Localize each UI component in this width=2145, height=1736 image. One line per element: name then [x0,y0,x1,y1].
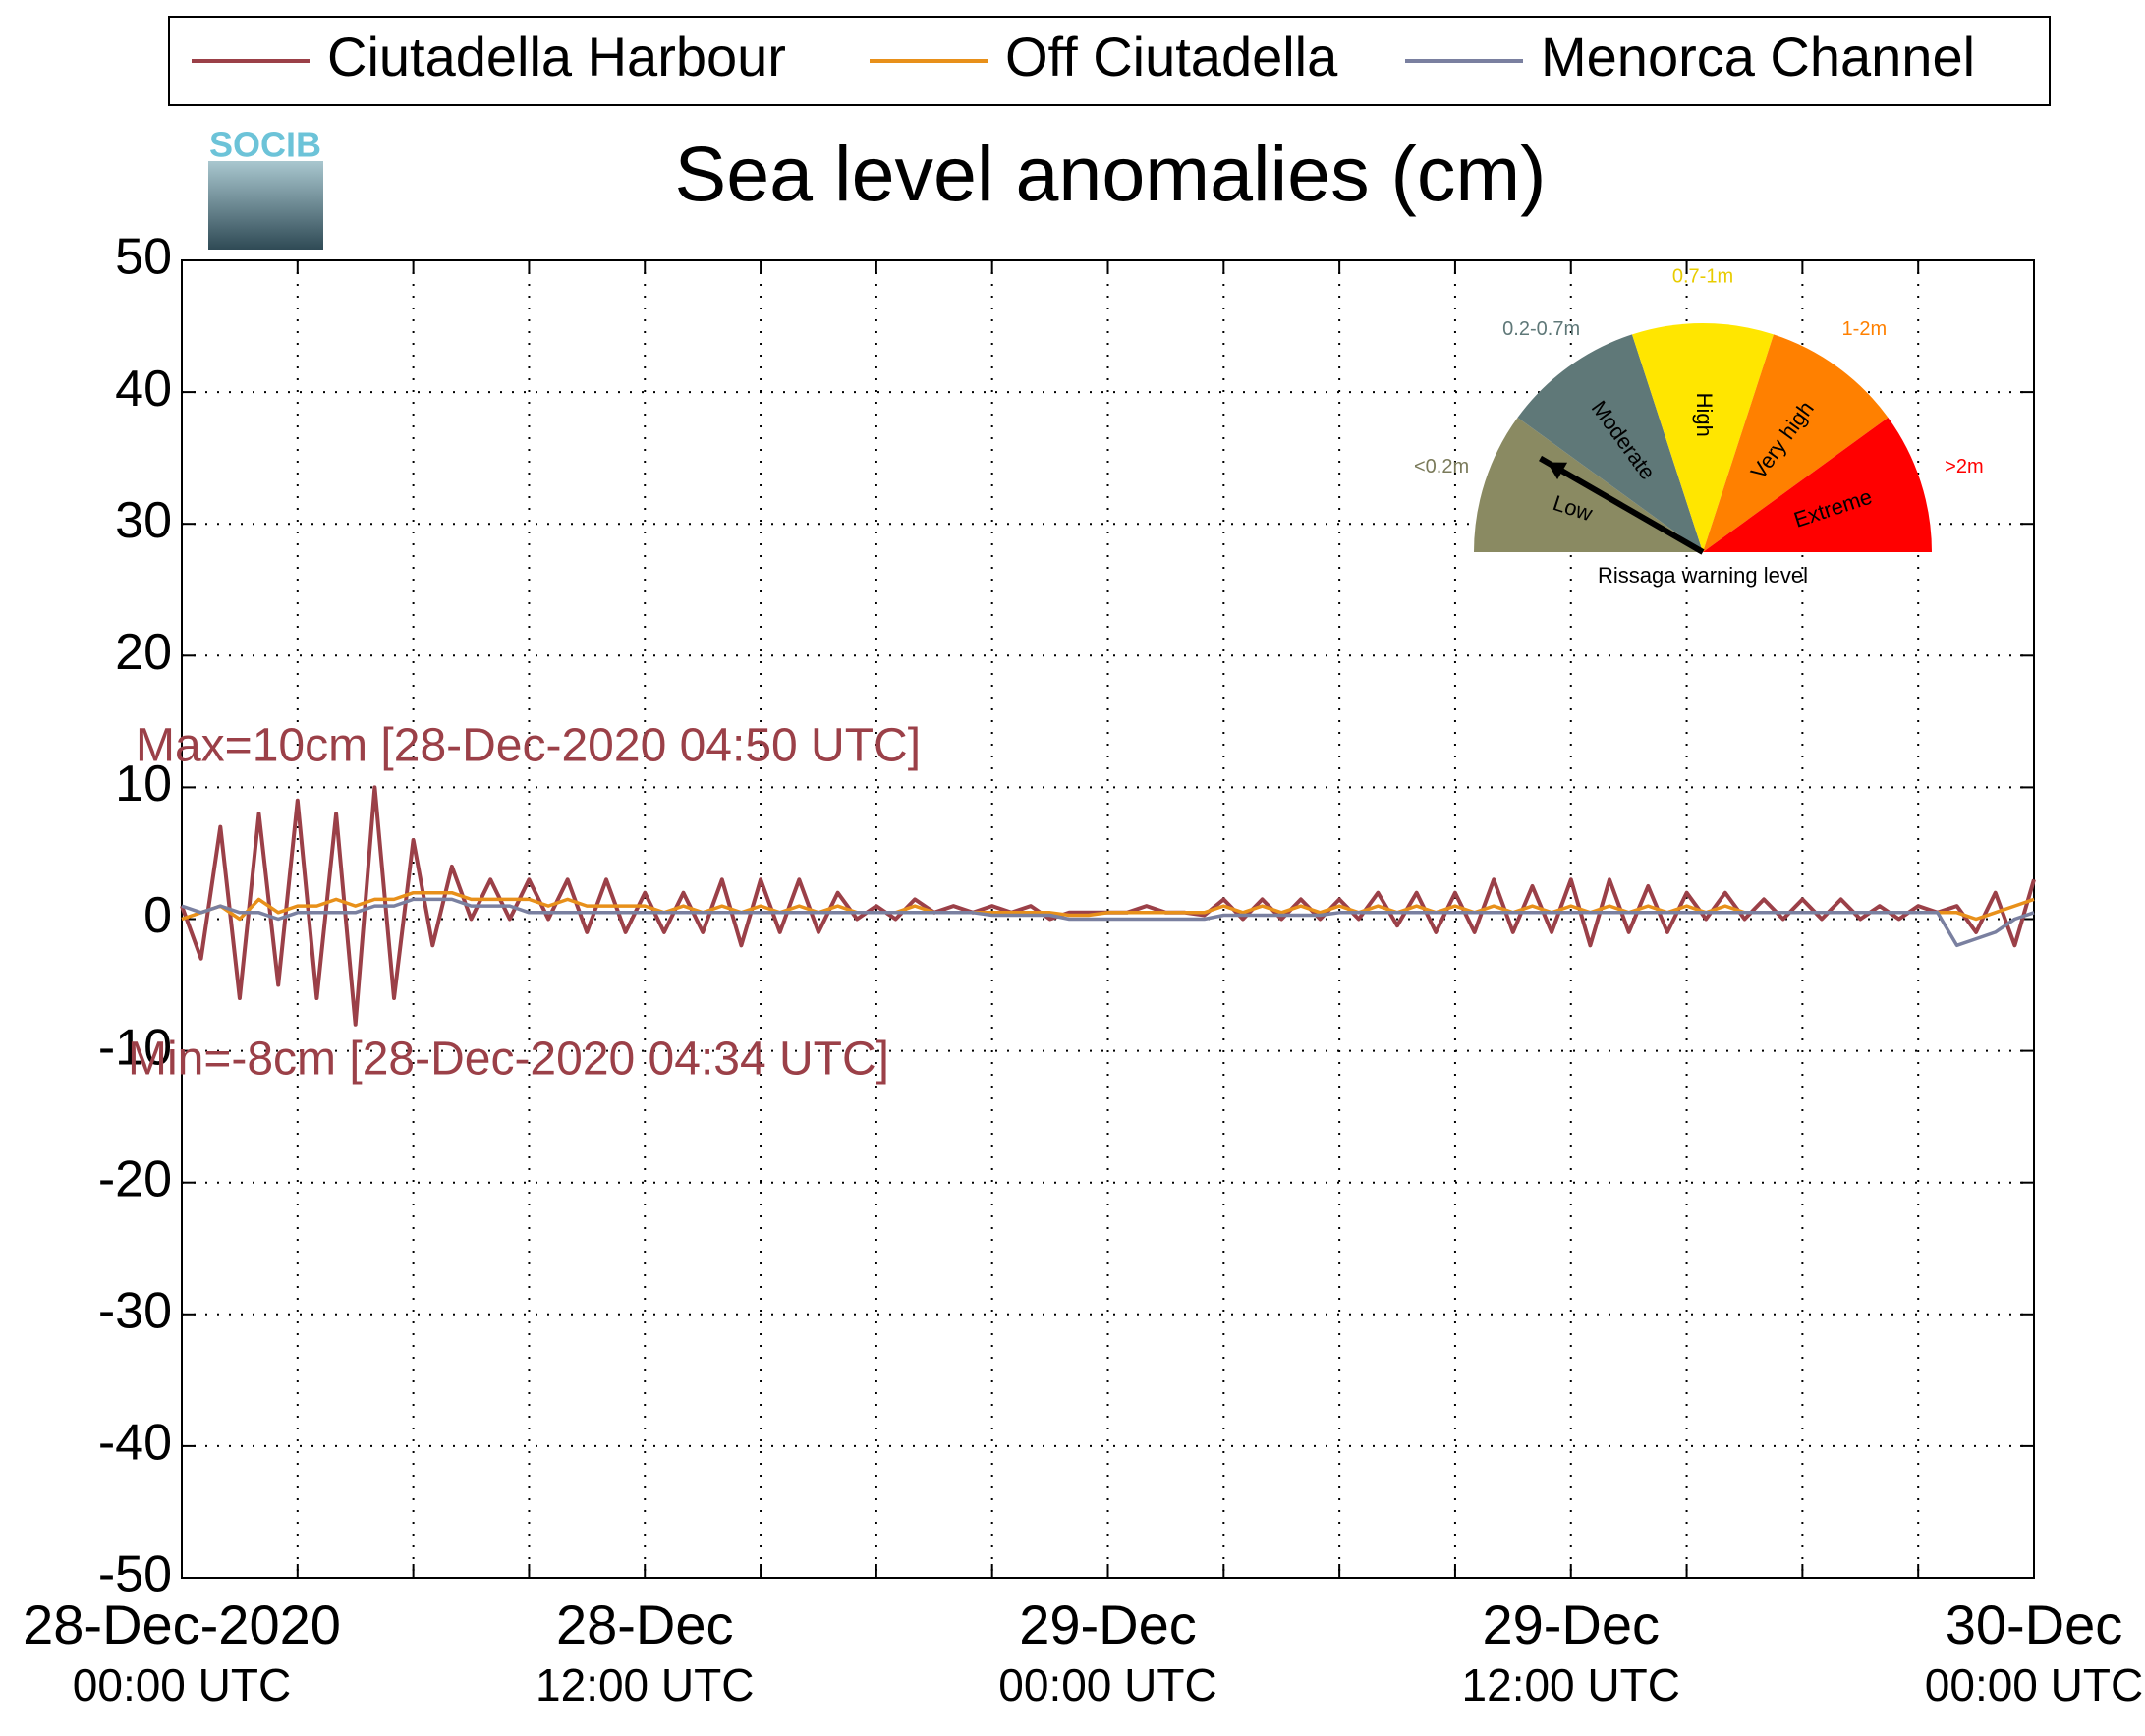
annotation: Max=10cm [28-Dec-2020 04:50 UTC] [136,720,921,772]
y-tick-label: 30 [115,492,172,549]
annotation: Min=-8cm [28-Dec-2020 04:34 UTC] [128,1034,889,1086]
y-tick-label: 40 [115,361,172,418]
y-tick-label: -10 [98,1019,172,1076]
x-tick-label: 30-Dec [1946,1594,2123,1655]
logo-text: SOCIB [209,125,321,165]
gauge-sector [1703,334,1889,552]
y-tick-label: -30 [98,1283,172,1340]
x-tick-label: 12:00 UTC [536,1659,754,1710]
series-line [180,785,2036,1027]
x-tick-label: 00:00 UTC [73,1659,291,1710]
series-line [181,897,2035,948]
gauge-range-label: 1-2m [1842,318,1888,340]
gauge-sector [1703,418,1932,552]
gauge-needle [1539,455,1705,555]
legend-label: Menorca Channel [1541,26,1975,87]
gauge-range-label: <0.2m [1414,456,1469,477]
series-line [181,890,2035,922]
legend-box [168,16,2051,106]
y-tick-label: 50 [115,229,172,286]
x-tick-label: 28-Dec [556,1594,734,1655]
chart-title: Sea level anomalies (cm) [675,130,1547,217]
y-tick-label: 20 [115,624,172,681]
x-tick-label: 00:00 UTC [1925,1659,2143,1710]
x-tick-label: 00:00 UTC [998,1659,1216,1710]
x-tick-label: 29-Dec [1019,1594,1197,1655]
x-tick-label: 12:00 UTC [1462,1659,1680,1710]
gauge-sector [1517,334,1703,552]
legend-label: Ciutadella Harbour [327,26,786,87]
x-tick-label: 28-Dec-2020 [23,1594,341,1655]
gauge-sector [1631,323,1775,552]
gauge-level-label: High [1692,393,1717,437]
y-tick-label: 0 [143,887,172,944]
gauge-caption: Rissaga warning level [1598,563,1808,588]
gauge-range-label: >2m [1945,456,1983,477]
x-tick-label: 29-Dec [1482,1594,1660,1655]
legend-label: Off Ciutadella [1005,26,1338,87]
y-tick-label: -40 [98,1415,172,1472]
logo [208,161,323,250]
y-tick-label: -20 [98,1150,172,1207]
y-tick-label: -50 [98,1546,172,1603]
gauge-range-label: 0.7-1m [1672,266,1733,288]
gauge-range-label: 0.2-0.7m [1502,318,1580,340]
gauge-needle-head [1547,462,1568,480]
y-tick-label: 10 [115,756,172,812]
